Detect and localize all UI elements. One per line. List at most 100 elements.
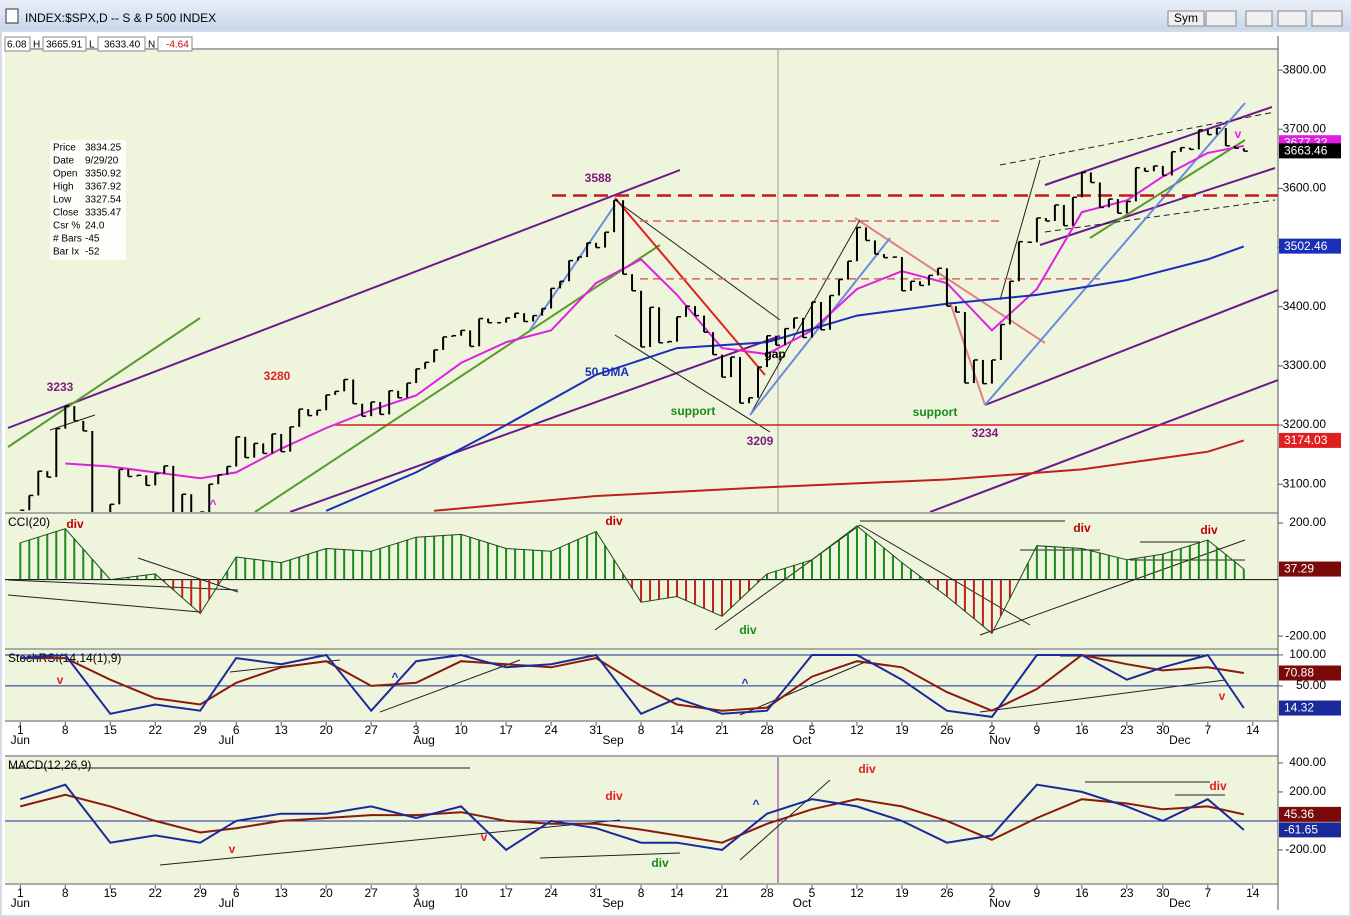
month-label: Jul <box>219 896 234 910</box>
cci-line <box>20 525 1245 635</box>
last-value-label: 3174.03 <box>1284 433 1328 447</box>
trend-line <box>984 102 1246 406</box>
y-tick-label: 3700.00 <box>1283 121 1327 135</box>
sym-button[interactable] <box>1167 10 1205 27</box>
month-label: Oct <box>793 733 812 747</box>
y-tick-label: -200.00 <box>1285 628 1326 642</box>
minimize-button[interactable] <box>1245 10 1273 27</box>
sym-button-label[interactable]: Sym <box>1174 11 1198 25</box>
macd-panel <box>5 757 1278 883</box>
x-tick-label: 28 <box>760 723 774 737</box>
x-tick-label: 17 <box>499 886 513 900</box>
y-tick-label: 3800.00 <box>1283 62 1327 76</box>
quote-l-label: L <box>89 40 95 51</box>
indicator-line <box>20 653 1244 712</box>
info-label: High <box>53 182 74 193</box>
quote-net: -4.64 <box>166 40 189 51</box>
y-tick-label: 3100.00 <box>1283 476 1327 490</box>
annotation: div <box>1073 521 1091 535</box>
x-tick-label: 5 <box>809 723 816 737</box>
x-tick-label: 21 <box>715 723 729 737</box>
annotation: v <box>1219 689 1226 703</box>
quote-high: 3665.91 <box>46 40 83 51</box>
x-tick-label: 8 <box>62 723 69 737</box>
y-tick-label: 50.00 <box>1296 678 1326 692</box>
close-button[interactable] <box>1311 10 1343 27</box>
last-value-label: 45.36 <box>1284 807 1314 821</box>
month-label: Dec <box>1169 896 1190 910</box>
annotation: v <box>229 842 236 856</box>
info-label: Low <box>53 195 72 206</box>
annotation: v <box>57 673 64 687</box>
annotation: v <box>481 830 488 844</box>
toolbar-button[interactable] <box>1205 10 1237 27</box>
trend-line <box>929 379 1278 512</box>
annotation: div <box>739 623 757 637</box>
annotation: 50 DMA <box>585 365 629 379</box>
quote-open: 6.08 <box>7 40 27 51</box>
title-bar <box>0 0 1351 30</box>
x-tick-label: 19 <box>895 723 909 737</box>
info-label: Close <box>53 208 79 219</box>
y-tick-label: 3600.00 <box>1283 181 1327 195</box>
quote-h-label: H <box>33 40 40 51</box>
info-label: # Bars <box>53 234 82 245</box>
x-tick-label: 23 <box>1120 723 1134 737</box>
month-label: Aug <box>413 896 434 910</box>
trend-line <box>714 524 861 631</box>
x-tick-label: 8 <box>62 886 69 900</box>
panel-marks <box>20 127 1278 512</box>
x-tick-label: 12 <box>850 886 864 900</box>
info-label: Open <box>53 169 77 180</box>
last-value-label: 3502.46 <box>1284 239 1328 253</box>
last-value-label: -61.65 <box>1284 823 1318 837</box>
trend-line <box>7 594 201 613</box>
info-label: Csr % <box>53 221 80 232</box>
trend-lines <box>10 767 1225 866</box>
maximize-button[interactable] <box>1277 10 1307 27</box>
y-tick-label: 200.00 <box>1289 784 1326 798</box>
x-tick-label: 2 <box>989 886 996 900</box>
y-tick-label: 200.00 <box>1289 515 1326 529</box>
x-tick-label: 21 <box>715 886 729 900</box>
annotation: 3209 <box>747 434 774 448</box>
last-value-box <box>1279 700 1341 716</box>
y-tick-label: 3300.00 <box>1283 358 1327 372</box>
x-tick-label: 27 <box>364 723 378 737</box>
annotation: support <box>913 405 958 419</box>
info-value: -45 <box>85 234 100 245</box>
annotation: v <box>1235 127 1242 141</box>
month-label: Nov <box>989 733 1010 747</box>
info-value: 3834.25 <box>85 143 122 154</box>
x-tick-label: 29 <box>194 723 208 737</box>
info-value: 3335.47 <box>85 208 122 219</box>
x-tick-label: 13 <box>275 723 289 737</box>
quote-box <box>97 36 146 52</box>
x-tick-label: 9 <box>1034 886 1041 900</box>
info-value: 3350.92 <box>85 169 122 180</box>
x-tick-label: 9 <box>1034 723 1041 737</box>
x-tick-label: 10 <box>454 723 468 737</box>
x-tick-label: 8 <box>638 886 645 900</box>
x-tick-label: 10 <box>454 886 468 900</box>
x-tick-label: 16 <box>1075 886 1089 900</box>
x-tick-label: 22 <box>149 886 163 900</box>
x-tick-label: 19 <box>895 886 909 900</box>
trend-line <box>854 217 1046 344</box>
x-tick-label: 23 <box>1120 886 1134 900</box>
x-tick-label: 20 <box>319 886 333 900</box>
x-tick-label: 15 <box>104 723 118 737</box>
x-tick-label: 26 <box>940 723 954 737</box>
x-tick-label: 14 <box>1246 886 1260 900</box>
x-tick-label: 17 <box>499 723 513 737</box>
trend-line <box>614 197 766 376</box>
x-tick-label: 1 <box>17 886 24 900</box>
quote-n-label: N <box>148 40 155 51</box>
info-label: Price <box>53 143 76 154</box>
annotation: 3280 <box>264 369 291 383</box>
annotation: div <box>1209 779 1227 793</box>
x-tick-label: 8 <box>638 723 645 737</box>
info-value: 3327.54 <box>85 195 122 206</box>
trend-line <box>1039 167 1276 246</box>
info-value: -52 <box>85 247 100 258</box>
